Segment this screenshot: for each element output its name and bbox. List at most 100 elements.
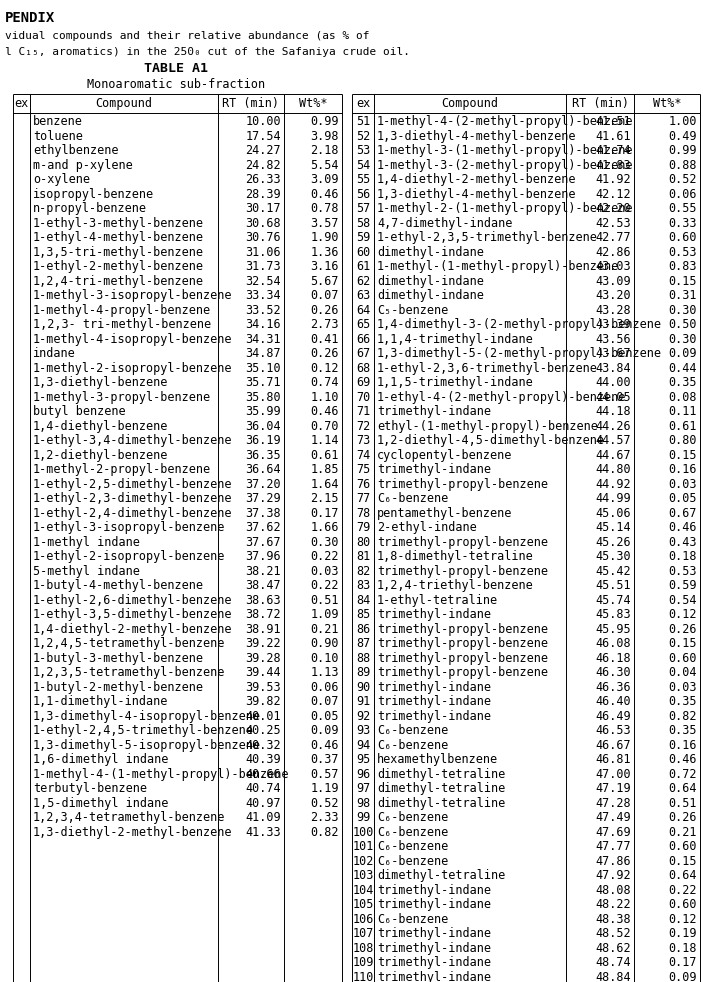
- Text: 4,7-dimethyl-indane: 4,7-dimethyl-indane: [377, 217, 512, 230]
- Text: 37.96: 37.96: [245, 550, 281, 564]
- Text: 43.20: 43.20: [595, 290, 631, 302]
- Text: 47.86: 47.86: [595, 854, 631, 868]
- Text: 106: 106: [352, 912, 374, 926]
- Text: 1,2-diethyl-4,5-dimethyl-benzene: 1,2-diethyl-4,5-dimethyl-benzene: [377, 434, 605, 447]
- Text: 0.10: 0.10: [311, 652, 339, 665]
- Text: 0.52: 0.52: [669, 173, 697, 187]
- Text: trimethyl-indane: trimethyl-indane: [377, 956, 491, 969]
- Text: 75: 75: [356, 464, 370, 476]
- Text: trimethyl-indane: trimethyl-indane: [377, 464, 491, 476]
- Text: 0.46: 0.46: [311, 406, 339, 418]
- Text: 2.33: 2.33: [311, 811, 339, 824]
- Text: 0.30: 0.30: [311, 536, 339, 549]
- Text: 48.08: 48.08: [595, 884, 631, 897]
- Text: 45.95: 45.95: [595, 623, 631, 635]
- Text: 44.80: 44.80: [595, 464, 631, 476]
- Text: 0.08: 0.08: [669, 391, 697, 404]
- Text: 0.26: 0.26: [311, 303, 339, 317]
- Text: 34.87: 34.87: [245, 348, 281, 360]
- Text: 109: 109: [352, 956, 374, 969]
- Text: 35.80: 35.80: [245, 391, 281, 404]
- Text: 1-methyl-2-(1-methyl-propyl)-benzene: 1-methyl-2-(1-methyl-propyl)-benzene: [377, 202, 633, 215]
- Text: 17.54: 17.54: [245, 130, 281, 142]
- Text: Wt%*: Wt%*: [653, 97, 681, 110]
- Text: 26.33: 26.33: [245, 173, 281, 187]
- Text: 1,3-dimethyl-4-isopropyl-benzene: 1,3-dimethyl-4-isopropyl-benzene: [33, 710, 261, 723]
- Text: 31.06: 31.06: [245, 246, 281, 258]
- Text: trimethyl-indane: trimethyl-indane: [377, 970, 491, 982]
- Text: 40.66: 40.66: [245, 768, 281, 781]
- Text: 0.12: 0.12: [669, 912, 697, 926]
- Text: 97: 97: [356, 783, 370, 795]
- Text: 1-methyl-3-propyl-benzene: 1-methyl-3-propyl-benzene: [33, 391, 211, 404]
- Text: 1-ethyl-2,4-dimethyl-benzene: 1-ethyl-2,4-dimethyl-benzene: [33, 507, 233, 519]
- Text: 0.19: 0.19: [669, 927, 697, 940]
- Text: 52: 52: [356, 130, 370, 142]
- Text: 0.11: 0.11: [669, 406, 697, 418]
- Text: 3.09: 3.09: [311, 173, 339, 187]
- Text: 43.28: 43.28: [595, 303, 631, 317]
- Text: 0.16: 0.16: [669, 738, 697, 751]
- Text: 43.56: 43.56: [595, 333, 631, 346]
- Text: 48.74: 48.74: [595, 956, 631, 969]
- Text: 96: 96: [356, 768, 370, 781]
- Text: 48.52: 48.52: [595, 927, 631, 940]
- Text: 89: 89: [356, 666, 370, 680]
- Text: 47.19: 47.19: [595, 783, 631, 795]
- Text: 0.53: 0.53: [669, 246, 697, 258]
- Text: 40.01: 40.01: [245, 710, 281, 723]
- Text: 1-ethyl-3,4-dimethyl-benzene: 1-ethyl-3,4-dimethyl-benzene: [33, 434, 233, 447]
- Text: 1,2,3,4-tetramethyl-benzene: 1,2,3,4-tetramethyl-benzene: [33, 811, 226, 824]
- Text: 38.72: 38.72: [245, 608, 281, 622]
- Text: 37.38: 37.38: [245, 507, 281, 519]
- Text: 63: 63: [356, 290, 370, 302]
- Text: 77: 77: [356, 492, 370, 505]
- Text: 1-methyl indane: 1-methyl indane: [33, 536, 140, 549]
- Text: trimethyl-indane: trimethyl-indane: [377, 927, 491, 940]
- Text: 1-methyl-4-propyl-benzene: 1-methyl-4-propyl-benzene: [33, 303, 211, 317]
- Text: 1-ethyl-2-methyl-benzene: 1-ethyl-2-methyl-benzene: [33, 260, 204, 273]
- Text: 70: 70: [356, 391, 370, 404]
- Text: 0.43: 0.43: [669, 536, 697, 549]
- Text: 1,2,4,5-tetramethyl-benzene: 1,2,4,5-tetramethyl-benzene: [33, 637, 226, 650]
- Text: 1,3-dimethyl-5-(2-methyl-propyl)-benzene: 1,3-dimethyl-5-(2-methyl-propyl)-benzene: [377, 348, 662, 360]
- Text: 36.19: 36.19: [245, 434, 281, 447]
- Text: 46.81: 46.81: [595, 753, 631, 766]
- Text: C₆-benzene: C₆-benzene: [377, 854, 449, 868]
- Text: 48.84: 48.84: [595, 970, 631, 982]
- Text: 38.21: 38.21: [245, 565, 281, 577]
- Text: 87: 87: [356, 637, 370, 650]
- Text: 99: 99: [356, 811, 370, 824]
- Text: 46.30: 46.30: [595, 666, 631, 680]
- Text: RT (min): RT (min): [572, 97, 628, 110]
- Text: 69: 69: [356, 376, 370, 389]
- Text: Monoaromatic sub-fraction: Monoaromatic sub-fraction: [86, 78, 265, 90]
- Text: 1-methyl-3-(1-methyl-propyl)-benzene: 1-methyl-3-(1-methyl-propyl)-benzene: [377, 144, 633, 157]
- Text: 1-methyl-3-(2-methyl-propyl)-benzene: 1-methyl-3-(2-methyl-propyl)-benzene: [377, 159, 633, 172]
- Text: 0.03: 0.03: [311, 565, 339, 577]
- Text: 46.18: 46.18: [595, 652, 631, 665]
- Text: 54: 54: [356, 159, 370, 172]
- Text: 0.15: 0.15: [669, 275, 697, 288]
- Text: 85: 85: [356, 608, 370, 622]
- Text: indane: indane: [33, 348, 76, 360]
- Text: 92: 92: [356, 710, 370, 723]
- Text: 39.53: 39.53: [245, 681, 281, 693]
- Text: 43.84: 43.84: [595, 361, 631, 375]
- Text: 0.21: 0.21: [311, 623, 339, 635]
- Text: 58: 58: [356, 217, 370, 230]
- Text: 36.04: 36.04: [245, 419, 281, 433]
- Text: 1.19: 1.19: [311, 783, 339, 795]
- Text: butyl benzene: butyl benzene: [33, 406, 126, 418]
- Text: 2.18: 2.18: [311, 144, 339, 157]
- Text: 98: 98: [356, 796, 370, 810]
- Text: 44.26: 44.26: [595, 419, 631, 433]
- Text: o-xylene: o-xylene: [33, 173, 90, 187]
- Text: 0.21: 0.21: [669, 826, 697, 839]
- Text: 0.03: 0.03: [669, 681, 697, 693]
- Text: 1,2-diethyl-benzene: 1,2-diethyl-benzene: [33, 449, 169, 462]
- Text: 37.29: 37.29: [245, 492, 281, 505]
- Text: 1-ethyl-4-methyl-benzene: 1-ethyl-4-methyl-benzene: [33, 231, 204, 245]
- Text: 0.46: 0.46: [311, 188, 339, 200]
- Text: 35.10: 35.10: [245, 361, 281, 375]
